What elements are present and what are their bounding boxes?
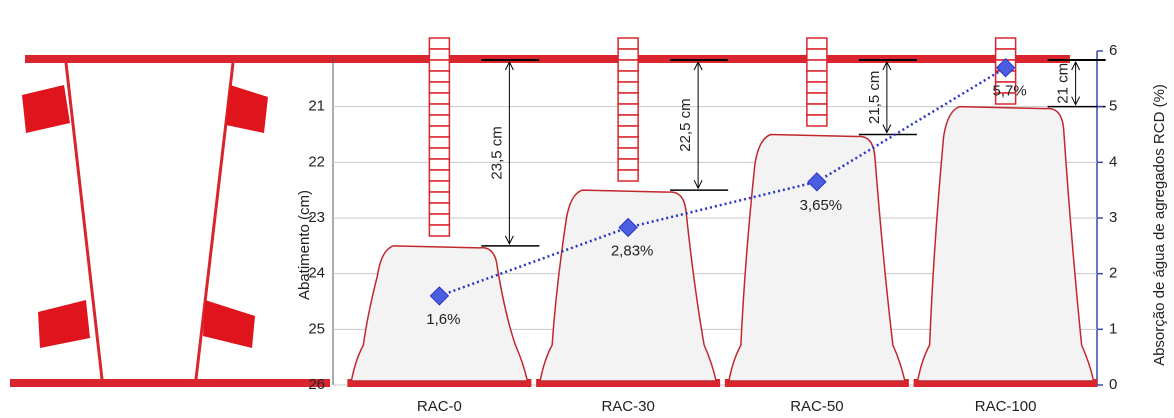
absorption-label: 5,7% — [993, 83, 1027, 100]
plot: 23,5 cm 22,5 cm 21,5 cm 21 cm 1,6% 2,83% 3,65%… — [347, 38, 1105, 387]
rod-segment — [618, 159, 638, 170]
rod-segment — [429, 203, 449, 214]
rod-segment — [429, 104, 449, 115]
rod-segment — [618, 71, 638, 82]
rod-segment — [429, 93, 449, 104]
rod-segment — [618, 60, 638, 71]
rod-segment — [429, 82, 449, 93]
rod-segment — [618, 148, 638, 159]
rod-segment — [429, 49, 449, 60]
y-axis-label: Abatimento (cm) — [296, 190, 313, 300]
y-tick-label: 24 — [308, 265, 325, 282]
concrete-slump — [729, 135, 905, 382]
rod-segment — [429, 159, 449, 170]
rod-segment — [618, 126, 638, 137]
rod-segment — [807, 104, 827, 115]
y2-axis-label: Absorção de água de agregados RCD (%) — [1151, 84, 1168, 366]
rod-segment — [429, 214, 449, 225]
absorption-label: 1,6% — [426, 311, 460, 328]
rod-segment — [807, 115, 827, 126]
rod-segment — [807, 60, 827, 71]
y-tick-label: 26 — [308, 376, 325, 393]
rod-segment — [429, 60, 449, 71]
y2-tick-label: 0 — [1109, 376, 1117, 393]
rod-segment — [429, 71, 449, 82]
rod-segment — [429, 170, 449, 181]
rod-segment — [618, 82, 638, 93]
absorption-line — [439, 68, 1005, 296]
y2-tick-label: 4 — [1109, 153, 1117, 170]
rod-segment — [429, 192, 449, 203]
dimension-label: 23,5 cm — [488, 126, 505, 179]
rod-segment — [429, 148, 449, 159]
concrete-slump — [918, 107, 1094, 381]
rod-segment — [807, 49, 827, 60]
rod-segment — [429, 137, 449, 148]
y2-tick-label: 1 — [1109, 320, 1117, 337]
y-tick-label: 23 — [308, 209, 325, 226]
rod-segment — [618, 93, 638, 104]
x-tick-label: RAC-50 — [790, 398, 843, 415]
rod-segment — [618, 38, 638, 49]
y2-tick-label: 6 — [1109, 42, 1117, 59]
rod-segment — [618, 170, 638, 181]
chart: Abatimento (cm) Absorção de água de agre… — [0, 0, 1174, 418]
rod-segment — [618, 115, 638, 126]
x-tick-label: RAC-100 — [975, 398, 1037, 415]
rod-segment — [429, 181, 449, 192]
rod-segment — [618, 137, 638, 148]
y2-tick-label: 5 — [1109, 98, 1117, 115]
y2-tick-label: 3 — [1109, 209, 1117, 226]
rod-segment — [429, 38, 449, 49]
dimension-label: 21 cm — [1055, 63, 1072, 104]
dimension-label: 21,5 cm — [866, 71, 883, 124]
y-tick-label: 25 — [308, 320, 325, 337]
x-tick-label: RAC-0 — [417, 398, 462, 415]
rod-segment — [618, 49, 638, 60]
rod-segment — [807, 93, 827, 104]
rod-segment — [429, 225, 449, 236]
rod-segment — [429, 115, 449, 126]
dimension-label: 22,5 cm — [677, 98, 694, 151]
absorption-label: 3,65% — [800, 197, 843, 214]
y-tick-label: 21 — [308, 98, 325, 115]
rod-segment — [807, 82, 827, 93]
y2-tick-label: 2 — [1109, 265, 1117, 282]
rod-segment — [807, 71, 827, 82]
slump-cone — [10, 55, 1070, 387]
rod-segment — [807, 38, 827, 49]
rod-segment — [996, 38, 1016, 49]
rod-segment — [618, 104, 638, 115]
absorption-label: 2,83% — [611, 242, 654, 259]
y-tick-label: 22 — [308, 153, 325, 170]
rod-segment — [429, 126, 449, 137]
x-tick-label: RAC-30 — [601, 398, 654, 415]
